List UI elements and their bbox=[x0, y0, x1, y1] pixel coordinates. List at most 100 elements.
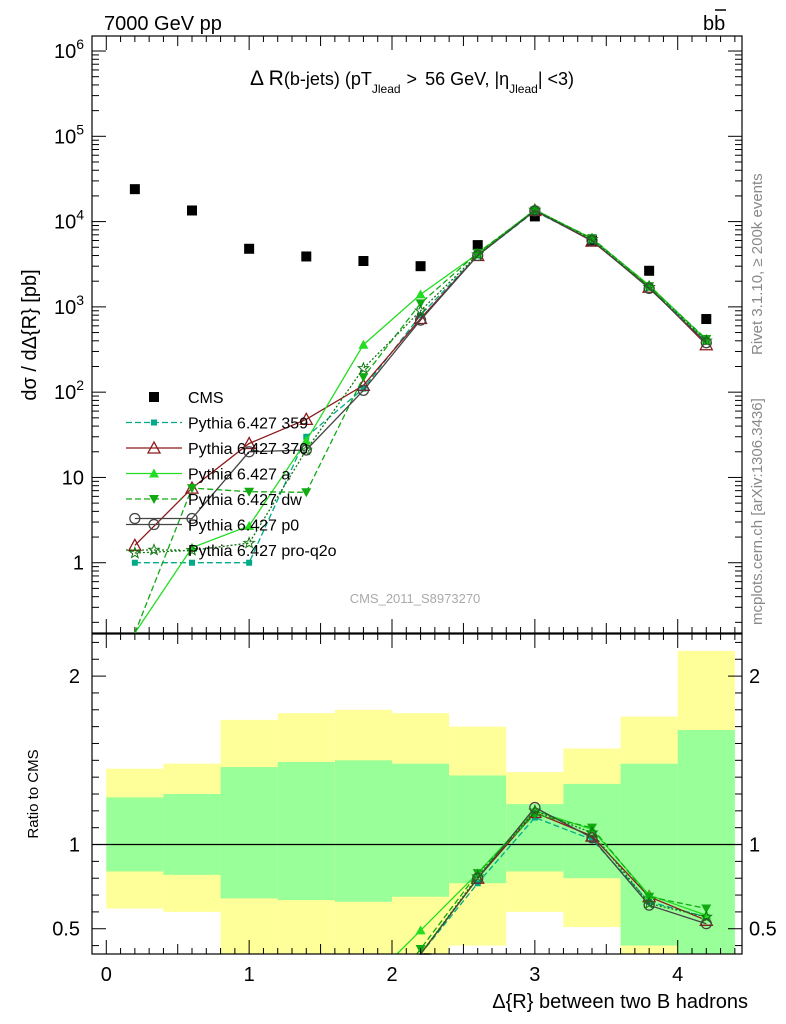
title-gt: > bbox=[407, 69, 418, 89]
ratio-point bbox=[589, 836, 595, 843]
ratio-point bbox=[471, 869, 485, 883]
series-line bbox=[134, 209, 707, 634]
legend-marker bbox=[149, 468, 159, 478]
main-series-layer bbox=[127, 184, 714, 634]
data-point bbox=[246, 559, 253, 566]
data-point bbox=[360, 385, 367, 392]
ratio-point bbox=[699, 909, 713, 923]
data-point bbox=[644, 265, 655, 276]
ratio-plot: 0.5 0.5 1 1 2 2 0 1 2 3 4 Ratio to CMS Δ{R} betwe… bbox=[25, 633, 777, 1013]
data-point bbox=[643, 282, 655, 294]
ratio-y-tick-label-right: 2 bbox=[749, 666, 760, 688]
legend-label: Pythia 6.427 pro-q2o bbox=[188, 543, 337, 560]
data-point bbox=[243, 446, 255, 458]
ratio-band-inner bbox=[163, 794, 221, 875]
ratio-band-inner bbox=[334, 760, 392, 902]
data-point bbox=[301, 251, 312, 262]
legend-marker bbox=[149, 495, 159, 504]
data-point bbox=[186, 512, 198, 525]
ratio-point bbox=[585, 825, 599, 839]
data-point bbox=[358, 339, 369, 349]
ratio-y-tick-label-right: 1 bbox=[749, 835, 760, 857]
main-y-tick-label: 1 bbox=[73, 553, 84, 575]
energy-label: 7000 GeV pp bbox=[104, 13, 222, 35]
legend-label: Pythia 6.427 p0 bbox=[188, 518, 299, 535]
ratio-y-tick-labels: 0.5 0.5 1 1 2 2 bbox=[52, 666, 777, 941]
main-y-tick-label: 104 bbox=[54, 207, 84, 234]
ratio-y-tick-label: 1 bbox=[69, 835, 80, 857]
tick-base: 10 bbox=[54, 297, 76, 319]
title-paren: (b-jets) (pT bbox=[284, 69, 372, 89]
legend-label: Pythia 6.427 370 bbox=[188, 441, 308, 458]
tick-exponent: 5 bbox=[76, 121, 84, 137]
process-label-bbar: b bbox=[714, 13, 725, 35]
data-point bbox=[301, 435, 312, 445]
x-axis-label: Δ{R} between two B hadrons bbox=[492, 991, 748, 1013]
legend-marker bbox=[151, 419, 157, 426]
x-tick-label: 4 bbox=[672, 964, 683, 986]
title-mid: 56 GeV, |η bbox=[425, 69, 509, 89]
series-pythia-6-427-p0 bbox=[129, 205, 712, 525]
legend-label: Pythia 6.427 dw bbox=[188, 492, 302, 509]
ratio-y-tick-label: 0.5 bbox=[52, 919, 80, 941]
series-line bbox=[134, 209, 707, 554]
ratio-y-tick-label-right: 0.5 bbox=[749, 919, 777, 941]
tick-base: 10 bbox=[54, 41, 76, 63]
data-point bbox=[356, 361, 371, 374]
legend-entry: Pythia 6.427 a bbox=[126, 467, 290, 484]
legend-entry: Pythia 6.427 pro-q2o bbox=[126, 543, 337, 560]
ratio-band-inner bbox=[277, 762, 335, 901]
data-point bbox=[185, 543, 199, 556]
data-point bbox=[299, 443, 313, 456]
data-point bbox=[131, 559, 138, 566]
tick-base: 10 bbox=[54, 126, 76, 148]
data-point bbox=[529, 211, 540, 222]
legend-label: CMS bbox=[188, 390, 224, 407]
tick-exponent: 2 bbox=[76, 377, 84, 393]
data-point bbox=[129, 184, 140, 195]
ratio-band-inner bbox=[220, 767, 278, 899]
tick-base: 10 bbox=[62, 467, 84, 489]
data-point bbox=[242, 436, 257, 450]
series-line bbox=[134, 210, 707, 564]
data-point bbox=[244, 520, 255, 530]
ratio-band-inner bbox=[677, 730, 735, 954]
data-point bbox=[701, 314, 712, 325]
data-point bbox=[701, 335, 712, 345]
legend-label: Pythia 6.427 a bbox=[188, 467, 290, 484]
legend: CMS Pythia 6.427 359 Pythia 6.427 370 Pythi… bbox=[126, 390, 337, 560]
data-point bbox=[242, 536, 256, 549]
main-y-tick-label: 102 bbox=[54, 377, 84, 404]
data-point bbox=[413, 311, 428, 325]
process-label: bb bbox=[703, 13, 725, 35]
title-end: | <3) bbox=[538, 69, 574, 89]
main-y-tick-label: 103 bbox=[54, 292, 84, 319]
ratio-point bbox=[643, 899, 655, 911]
ratio-band-inner bbox=[449, 775, 507, 884]
tick-exponent: 6 bbox=[76, 36, 84, 52]
legend-entry: Pythia 6.427 359 bbox=[126, 416, 308, 433]
legend-marker bbox=[146, 440, 162, 454]
title-main: Δ R bbox=[250, 67, 284, 90]
title-sub1: Jlead bbox=[372, 82, 401, 96]
data-point bbox=[700, 337, 712, 349]
ratio-y-tick-label: 2 bbox=[69, 666, 80, 688]
ratio-axis-ticks bbox=[92, 634, 742, 954]
main-axis-ticks bbox=[92, 36, 742, 633]
main-y-axis-label: dσ / dΔ{R} [pb] bbox=[19, 269, 41, 400]
x-tick-label: 2 bbox=[386, 964, 397, 986]
x-tick-label: 3 bbox=[529, 964, 540, 986]
mcplots-label: mcplots.cern.ch [arXiv:1306.3436] bbox=[749, 398, 766, 625]
data-point bbox=[585, 232, 599, 245]
data-point bbox=[187, 205, 197, 216]
legend-entry: Pythia 6.427 dw bbox=[126, 492, 302, 509]
legend-marker bbox=[148, 518, 160, 531]
data-point bbox=[414, 314, 427, 326]
ratio-band-inner bbox=[392, 763, 450, 897]
ratio-x-tick-labels: 0 1 2 3 4 bbox=[101, 964, 684, 986]
x-tick-label: 1 bbox=[244, 964, 255, 986]
main-y-tick-label: 106 bbox=[54, 36, 84, 63]
